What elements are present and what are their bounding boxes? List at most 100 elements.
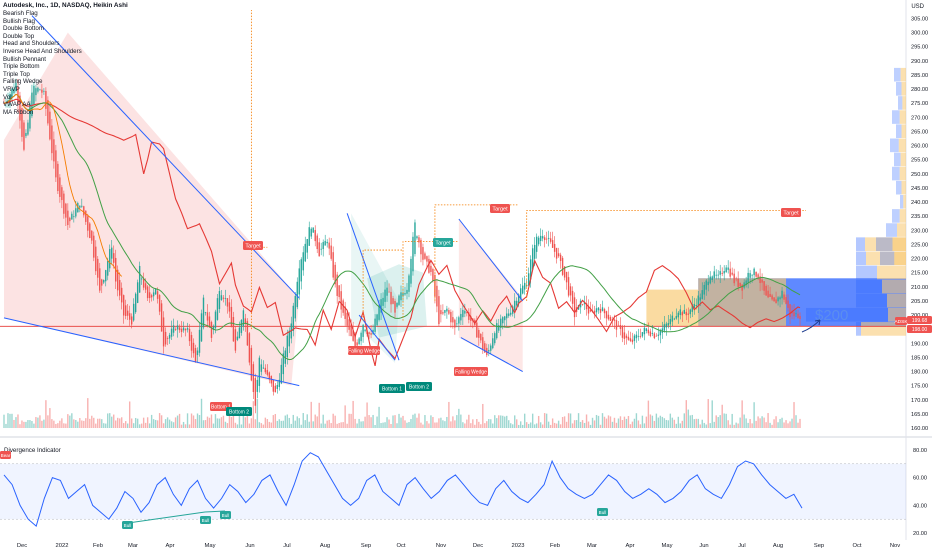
candle-body xyxy=(396,303,398,307)
time-axis-label: 2022 xyxy=(56,543,69,549)
volume-bar xyxy=(653,420,656,428)
candle-body xyxy=(466,312,468,314)
volume-bar xyxy=(799,418,801,428)
indicator-item[interactable]: Bullish Flag xyxy=(3,17,35,25)
time-axis-label: Jun xyxy=(245,543,254,549)
indicator-item[interactable]: Double Bottom xyxy=(3,25,44,33)
indicator-item[interactable]: Head and Shoulders xyxy=(3,40,60,48)
indicator-item[interactable]: Falling Wedge xyxy=(3,78,43,86)
volume-bar xyxy=(101,419,103,428)
time-axis-label: May xyxy=(205,543,216,549)
price-axis-tick: 305.00 xyxy=(911,16,928,22)
volume-bar xyxy=(721,404,723,428)
volume-bar xyxy=(430,415,432,428)
volume-bar xyxy=(174,417,177,428)
candle-body xyxy=(330,245,332,259)
volume-bar xyxy=(549,424,552,428)
candle-body xyxy=(144,283,147,290)
volume-bar xyxy=(525,422,528,428)
indicator-item[interactable]: Bearish Flag xyxy=(3,10,38,18)
candle-body xyxy=(83,206,85,216)
volume-bar xyxy=(761,416,763,428)
volume-bar xyxy=(705,424,707,428)
volume-bar xyxy=(260,423,263,428)
volume-bar xyxy=(426,421,428,428)
indicator-item[interactable]: Triple Bottom xyxy=(3,63,40,71)
volume-bar xyxy=(422,424,424,428)
volume-bar xyxy=(663,418,666,428)
candle-body xyxy=(677,312,680,318)
candle-body xyxy=(535,236,538,252)
candle-body xyxy=(162,317,165,347)
indicator-item[interactable]: Triple Top xyxy=(3,70,30,78)
volume-bar xyxy=(184,424,187,428)
candle-body xyxy=(787,300,789,308)
candle-body xyxy=(146,286,149,299)
volume-bar xyxy=(366,402,368,428)
candle-body xyxy=(641,332,644,337)
volume-bar xyxy=(242,415,245,428)
candle-body xyxy=(316,235,318,250)
candle-body xyxy=(370,333,372,335)
candle-body xyxy=(326,241,328,244)
volume-bar xyxy=(510,423,512,428)
candle-body xyxy=(103,279,105,283)
candle-body xyxy=(605,311,608,319)
volume-profile-upper-down-bar xyxy=(901,82,906,96)
wedge-upper-line-3 xyxy=(458,218,524,302)
volume-bar xyxy=(675,423,678,428)
volume-bar xyxy=(655,413,658,428)
volume-bar xyxy=(234,422,237,428)
volume-bar xyxy=(661,416,664,428)
candle-body xyxy=(57,163,59,192)
indicator-item[interactable]: MA Ribbon xyxy=(3,108,34,116)
indicator-item[interactable]: VRVP xyxy=(3,86,20,94)
candle-body xyxy=(506,313,508,319)
volume-bar xyxy=(65,423,67,428)
volume-bar xyxy=(69,415,71,428)
candle-body xyxy=(478,330,480,338)
volume-bar xyxy=(609,416,612,428)
price-axis-tick: 185.00 xyxy=(911,355,928,361)
volume-bar xyxy=(781,417,783,428)
candle-body xyxy=(599,308,602,313)
volume-bar xyxy=(599,424,602,428)
candle-body xyxy=(514,300,516,311)
volume-bar xyxy=(19,424,21,428)
volume-bar xyxy=(508,420,510,428)
price-tag-value-2: 198.00 xyxy=(912,327,928,333)
volume-profile-upper-down-bar xyxy=(901,124,906,139)
time-axis-label: Dec xyxy=(17,543,27,549)
candle-body xyxy=(502,317,504,324)
candle-body xyxy=(767,290,769,298)
indicator-item[interactable]: Double Top xyxy=(3,32,35,40)
volume-bar xyxy=(751,423,753,428)
volume-profile-upper-down-bar xyxy=(892,237,906,251)
volume-bar xyxy=(326,420,328,428)
volume-bar xyxy=(316,416,318,428)
bottom-1-label-b: Bottom 1 xyxy=(382,387,402,393)
indicator-item[interactable]: Vol xyxy=(3,93,12,101)
volume-bar xyxy=(43,419,45,428)
volume-bar xyxy=(272,415,275,428)
price-tag-value-2-box xyxy=(907,325,932,333)
candle-body xyxy=(314,230,316,242)
volume-bar xyxy=(190,413,193,428)
indicator-item[interactable]: Inverse Head And Shoulders xyxy=(3,48,82,56)
candle-body xyxy=(354,335,356,350)
volume-bar xyxy=(529,422,532,428)
volume-bar xyxy=(567,413,570,428)
candle-body xyxy=(749,273,751,278)
candle-body xyxy=(731,272,733,275)
candle-body xyxy=(512,306,514,314)
volume-bar xyxy=(282,420,284,428)
candle-body xyxy=(322,242,324,250)
indicator-item[interactable]: Bullish Pennant xyxy=(3,55,46,63)
volume-bar xyxy=(577,413,580,428)
indicator-item[interactable]: VWAP AA xyxy=(3,101,31,109)
volume-bar xyxy=(382,422,384,428)
volume-bar xyxy=(170,421,173,428)
volume-bar xyxy=(775,416,777,428)
bull-label-2: Bull xyxy=(202,518,210,523)
